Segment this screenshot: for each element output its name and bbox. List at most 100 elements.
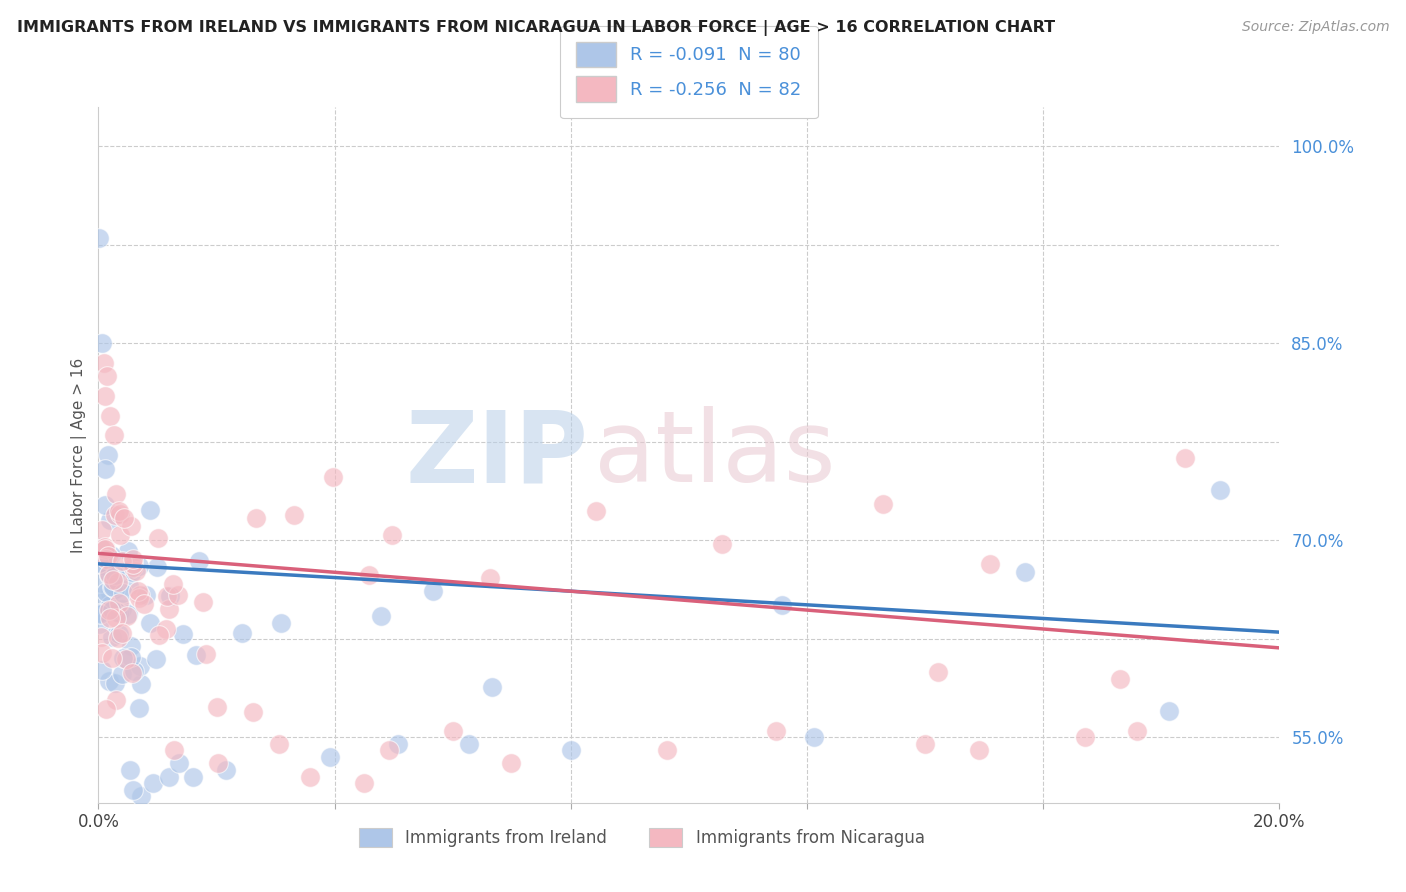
Point xyxy=(94,498,117,512)
Point xyxy=(803,730,825,744)
Point xyxy=(967,743,990,757)
Point xyxy=(207,756,229,771)
Point xyxy=(1014,565,1036,579)
Point xyxy=(927,665,949,679)
Point xyxy=(101,580,124,594)
Point xyxy=(108,596,131,610)
Point xyxy=(381,528,404,542)
Point xyxy=(90,576,112,591)
Point xyxy=(97,602,120,616)
Point xyxy=(93,594,115,608)
Point xyxy=(89,606,111,620)
Point xyxy=(979,558,1001,572)
Point xyxy=(139,503,162,517)
Point xyxy=(157,770,180,784)
Point xyxy=(191,594,214,608)
Point xyxy=(711,537,734,551)
Point xyxy=(90,663,112,677)
Point xyxy=(139,616,162,631)
Point xyxy=(205,700,228,714)
Point xyxy=(94,584,117,599)
Point xyxy=(103,676,125,690)
Point xyxy=(98,568,121,582)
Point xyxy=(120,650,142,665)
Point xyxy=(353,776,375,790)
Point xyxy=(94,389,117,403)
Point xyxy=(90,646,112,660)
Point xyxy=(872,497,894,511)
Point xyxy=(187,553,209,567)
Point xyxy=(127,584,149,599)
Point xyxy=(129,789,152,804)
Point xyxy=(121,666,143,681)
Point xyxy=(112,510,135,524)
Point xyxy=(770,598,793,612)
Point xyxy=(96,701,118,715)
Point xyxy=(157,602,180,616)
Point xyxy=(1109,672,1132,686)
Point xyxy=(231,626,253,640)
Point xyxy=(135,588,157,602)
Point xyxy=(89,556,111,570)
Point xyxy=(89,231,111,245)
Point xyxy=(100,548,122,562)
Point xyxy=(107,606,129,620)
Point xyxy=(458,737,481,751)
Point xyxy=(245,510,267,524)
Point xyxy=(319,749,342,764)
Point xyxy=(142,776,165,790)
Point xyxy=(89,540,111,554)
Point xyxy=(145,651,167,665)
Point xyxy=(125,564,148,578)
Point xyxy=(478,571,501,585)
Point xyxy=(115,651,138,665)
Point xyxy=(94,462,117,476)
Point xyxy=(103,573,125,587)
Point xyxy=(146,531,169,545)
Point xyxy=(121,565,143,579)
Point xyxy=(322,470,344,484)
Point xyxy=(98,586,121,600)
Point xyxy=(159,589,181,603)
Point xyxy=(107,574,129,589)
Point xyxy=(111,602,134,616)
Point xyxy=(128,591,150,606)
Point xyxy=(1174,450,1197,465)
Point xyxy=(378,743,401,757)
Point xyxy=(122,664,145,678)
Point xyxy=(89,616,111,631)
Point xyxy=(90,541,112,555)
Point xyxy=(283,508,305,522)
Point xyxy=(1159,704,1181,718)
Point xyxy=(242,705,264,719)
Point xyxy=(103,577,125,591)
Point xyxy=(156,589,179,603)
Point xyxy=(122,559,145,574)
Point xyxy=(194,647,217,661)
Point xyxy=(172,626,194,640)
Point xyxy=(104,692,127,706)
Point xyxy=(91,336,114,351)
Point xyxy=(146,559,169,574)
Point xyxy=(98,566,121,581)
Point xyxy=(359,568,381,582)
Point xyxy=(93,356,115,370)
Point xyxy=(441,723,464,738)
Point xyxy=(914,737,936,751)
Point xyxy=(1209,483,1232,497)
Point xyxy=(100,603,122,617)
Point xyxy=(111,626,134,640)
Point xyxy=(118,579,141,593)
Point xyxy=(98,513,121,527)
Point xyxy=(108,527,131,541)
Point xyxy=(111,586,134,600)
Point xyxy=(560,743,582,757)
Point xyxy=(129,677,152,691)
Point xyxy=(103,580,125,594)
Point xyxy=(422,583,444,598)
Point xyxy=(120,518,142,533)
Point xyxy=(270,615,292,630)
Point xyxy=(112,651,135,665)
Point xyxy=(103,428,125,442)
Point xyxy=(90,630,112,644)
